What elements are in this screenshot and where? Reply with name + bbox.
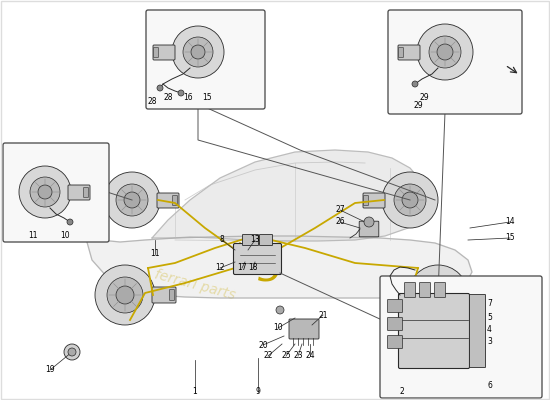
Circle shape: [116, 184, 148, 216]
FancyBboxPatch shape: [3, 143, 109, 242]
Text: 5: 5: [487, 314, 492, 322]
Text: 12: 12: [215, 264, 225, 272]
FancyBboxPatch shape: [380, 276, 542, 398]
Text: 16: 16: [183, 92, 192, 102]
Polygon shape: [152, 150, 428, 241]
Text: 19: 19: [45, 366, 55, 374]
Polygon shape: [85, 235, 472, 298]
Circle shape: [429, 286, 447, 304]
FancyBboxPatch shape: [152, 287, 176, 303]
Circle shape: [95, 265, 155, 325]
Text: 4: 4: [487, 326, 492, 334]
Circle shape: [107, 277, 143, 313]
Circle shape: [417, 24, 473, 80]
Text: 13: 13: [250, 236, 260, 244]
Text: 26: 26: [335, 218, 345, 226]
Circle shape: [178, 90, 184, 96]
Circle shape: [183, 37, 213, 67]
Text: 6: 6: [487, 382, 492, 390]
Circle shape: [19, 166, 71, 218]
FancyBboxPatch shape: [84, 188, 89, 198]
FancyBboxPatch shape: [289, 319, 319, 339]
Circle shape: [116, 286, 134, 304]
FancyBboxPatch shape: [399, 48, 404, 58]
Circle shape: [191, 45, 205, 59]
Text: 23: 23: [293, 352, 303, 360]
Text: 15: 15: [202, 92, 212, 102]
Text: 2: 2: [400, 388, 405, 396]
Circle shape: [420, 277, 456, 313]
Circle shape: [437, 44, 453, 60]
Circle shape: [67, 219, 73, 225]
FancyBboxPatch shape: [388, 290, 393, 300]
Circle shape: [364, 217, 374, 227]
Circle shape: [124, 192, 140, 208]
FancyBboxPatch shape: [363, 193, 385, 208]
Text: 22: 22: [263, 352, 273, 360]
Text: 3: 3: [257, 251, 282, 289]
FancyBboxPatch shape: [157, 193, 179, 208]
Circle shape: [382, 172, 438, 228]
Circle shape: [408, 265, 468, 325]
Text: 10: 10: [60, 232, 70, 240]
Circle shape: [429, 36, 461, 68]
Circle shape: [38, 185, 52, 199]
FancyBboxPatch shape: [388, 300, 403, 312]
Circle shape: [104, 172, 160, 228]
Text: 17: 17: [237, 264, 247, 272]
FancyBboxPatch shape: [146, 10, 265, 109]
Text: 15: 15: [505, 234, 515, 242]
FancyBboxPatch shape: [420, 282, 431, 298]
Text: 11: 11: [28, 232, 37, 240]
FancyBboxPatch shape: [68, 185, 90, 200]
Text: 29: 29: [420, 92, 430, 102]
FancyBboxPatch shape: [169, 290, 174, 300]
Text: 1: 1: [192, 388, 197, 396]
FancyBboxPatch shape: [399, 294, 470, 368]
Text: 8: 8: [219, 236, 224, 244]
Text: 14: 14: [505, 218, 515, 226]
Text: 28: 28: [163, 92, 173, 102]
FancyBboxPatch shape: [398, 45, 420, 60]
FancyBboxPatch shape: [153, 45, 175, 60]
Circle shape: [68, 348, 76, 356]
Circle shape: [172, 26, 224, 78]
Circle shape: [157, 85, 163, 91]
Text: 24: 24: [305, 352, 315, 360]
FancyBboxPatch shape: [388, 336, 403, 348]
FancyBboxPatch shape: [364, 196, 368, 206]
Circle shape: [64, 344, 80, 360]
Text: 29: 29: [413, 100, 423, 110]
Text: 28: 28: [147, 98, 157, 106]
FancyBboxPatch shape: [359, 221, 379, 237]
Text: ferrari parts: ferrari parts: [153, 268, 237, 302]
Text: 20: 20: [258, 340, 268, 350]
FancyBboxPatch shape: [388, 318, 403, 330]
Circle shape: [402, 192, 418, 208]
FancyBboxPatch shape: [243, 234, 258, 246]
Text: 9: 9: [256, 388, 261, 396]
Circle shape: [394, 184, 426, 216]
Text: 27: 27: [335, 206, 345, 214]
Text: 18: 18: [248, 264, 258, 272]
FancyBboxPatch shape: [388, 10, 522, 114]
Text: 21: 21: [318, 310, 328, 320]
FancyBboxPatch shape: [387, 287, 411, 303]
Circle shape: [30, 177, 60, 207]
FancyBboxPatch shape: [173, 196, 178, 206]
FancyBboxPatch shape: [234, 244, 282, 274]
Text: 7: 7: [487, 298, 492, 308]
FancyBboxPatch shape: [470, 294, 486, 368]
Circle shape: [276, 306, 284, 314]
Text: 11: 11: [150, 250, 159, 258]
Text: 3: 3: [487, 338, 492, 346]
Circle shape: [412, 81, 418, 87]
FancyBboxPatch shape: [260, 234, 272, 246]
FancyBboxPatch shape: [404, 282, 415, 298]
FancyBboxPatch shape: [434, 282, 446, 298]
FancyBboxPatch shape: [153, 48, 158, 58]
Text: 10: 10: [273, 324, 283, 332]
Text: 25: 25: [281, 352, 291, 360]
